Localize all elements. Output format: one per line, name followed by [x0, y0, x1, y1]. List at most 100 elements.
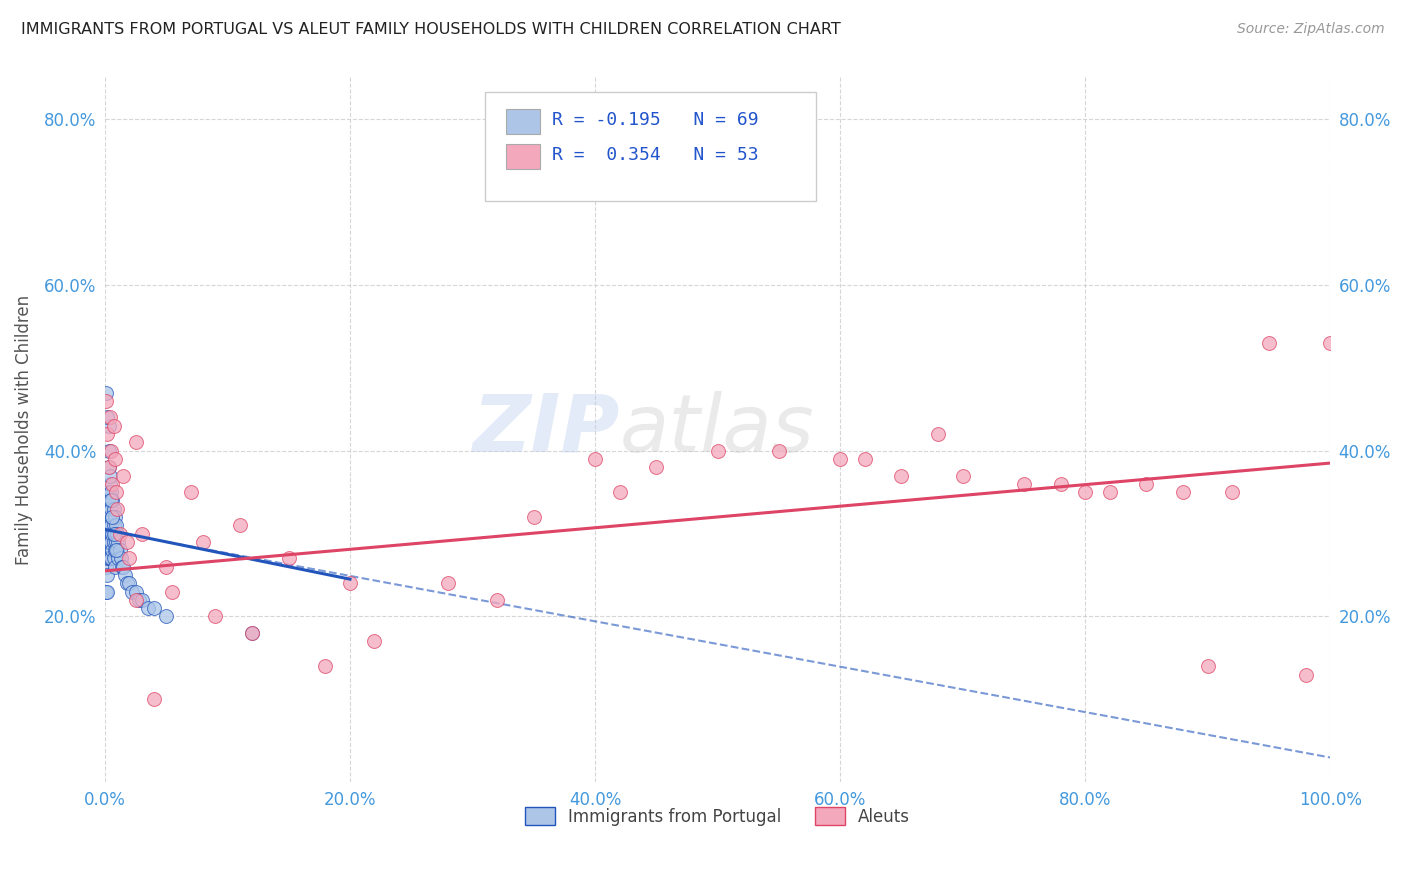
Point: [101, 526, 124, 541]
Point: [104, 534, 127, 549]
Point: [103, 501, 125, 516]
Point: [112, 468, 135, 483]
Point: [104, 543, 127, 558]
Point: [240, 626, 263, 640]
Point: [1197, 659, 1219, 673]
Point: [97, 485, 120, 500]
Point: [277, 551, 299, 566]
Point: [485, 593, 508, 607]
Point: [100, 534, 122, 549]
Point: [97, 460, 120, 475]
Point: [104, 543, 127, 558]
Point: [131, 593, 153, 607]
Point: [115, 534, 138, 549]
Point: [124, 584, 146, 599]
Point: [104, 510, 127, 524]
FancyBboxPatch shape: [506, 145, 540, 169]
Point: [96, 501, 118, 516]
Point: [103, 551, 125, 566]
Point: [105, 501, 128, 516]
Point: [103, 534, 125, 549]
Point: [162, 584, 184, 599]
Point: [927, 427, 949, 442]
Point: [98, 551, 121, 566]
Point: [98, 476, 121, 491]
Point: [101, 493, 124, 508]
Text: R = -0.195   N = 69: R = -0.195 N = 69: [553, 111, 759, 128]
Point: [96, 518, 118, 533]
Point: [363, 634, 385, 648]
Point: [96, 584, 118, 599]
Point: [1135, 476, 1157, 491]
Point: [828, 451, 851, 466]
Point: [112, 559, 135, 574]
Point: [104, 451, 127, 466]
Point: [98, 518, 121, 533]
Point: [98, 468, 121, 483]
Point: [1171, 485, 1194, 500]
Point: [97, 418, 120, 433]
Point: [98, 410, 121, 425]
Point: [100, 443, 122, 458]
Point: [96, 485, 118, 500]
Point: [104, 518, 127, 533]
Point: [314, 659, 336, 673]
Point: [1098, 485, 1121, 500]
Point: [124, 593, 146, 607]
Text: ZIP: ZIP: [472, 391, 620, 469]
Point: [131, 526, 153, 541]
Point: [96, 385, 118, 400]
Point: [104, 559, 127, 574]
Point: [523, 510, 546, 524]
Point: [96, 568, 118, 582]
Point: [142, 692, 165, 706]
Point: [583, 451, 606, 466]
Point: [1074, 485, 1097, 500]
Point: [180, 485, 202, 500]
Point: [1257, 335, 1279, 350]
Point: [128, 593, 150, 607]
Text: IMMIGRANTS FROM PORTUGAL VS ALEUT FAMILY HOUSEHOLDS WITH CHILDREN CORRELATION CH: IMMIGRANTS FROM PORTUGAL VS ALEUT FAMILY…: [21, 22, 841, 37]
Point: [115, 576, 138, 591]
FancyBboxPatch shape: [485, 92, 815, 201]
Point: [952, 468, 974, 483]
Text: R =  0.354   N = 53: R = 0.354 N = 53: [553, 146, 759, 164]
Point: [96, 427, 118, 442]
Point: [100, 485, 122, 500]
Point: [96, 543, 118, 558]
Point: [105, 543, 128, 558]
Point: [108, 526, 131, 541]
Point: [100, 551, 122, 566]
Point: [107, 551, 129, 566]
Point: [110, 551, 132, 566]
Point: [96, 534, 118, 549]
Point: [768, 443, 790, 458]
Point: [100, 501, 122, 516]
Point: [124, 435, 146, 450]
Text: Source: ZipAtlas.com: Source: ZipAtlas.com: [1237, 22, 1385, 37]
Point: [101, 476, 124, 491]
Point: [103, 418, 125, 433]
Point: [101, 543, 124, 558]
Point: [98, 534, 121, 549]
Point: [96, 584, 118, 599]
Point: [97, 443, 120, 458]
Point: [103, 526, 125, 541]
Point: [191, 534, 214, 549]
Point: [1220, 485, 1243, 500]
Point: [121, 584, 143, 599]
Point: [105, 526, 128, 541]
Point: [890, 468, 912, 483]
Point: [1049, 476, 1071, 491]
Point: [97, 551, 120, 566]
Point: [136, 601, 159, 615]
Point: [437, 576, 460, 591]
Point: [118, 576, 141, 591]
Point: [100, 518, 122, 533]
Point: [100, 493, 122, 508]
Legend: Immigrants from Portugal, Aleuts: Immigrants from Portugal, Aleuts: [516, 799, 918, 834]
Point: [96, 393, 118, 408]
Point: [103, 518, 125, 533]
Y-axis label: Family Households with Children: Family Households with Children: [15, 295, 32, 565]
Point: [96, 410, 118, 425]
